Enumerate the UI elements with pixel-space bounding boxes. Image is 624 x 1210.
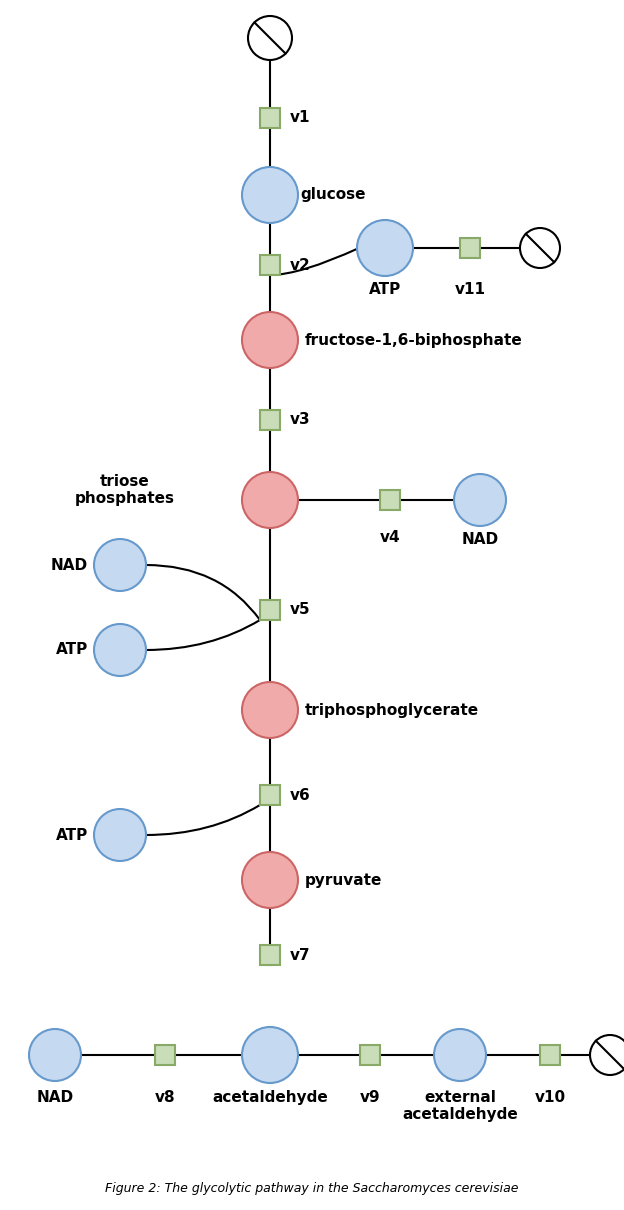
Text: v7: v7 — [290, 947, 311, 962]
Text: v5: v5 — [290, 603, 311, 617]
Text: v10: v10 — [534, 1090, 565, 1105]
Circle shape — [357, 220, 413, 276]
Text: NAD: NAD — [36, 1090, 74, 1105]
Text: v9: v9 — [359, 1090, 380, 1105]
Circle shape — [94, 809, 146, 862]
Text: v3: v3 — [290, 413, 311, 427]
Circle shape — [520, 227, 560, 267]
Text: ATP: ATP — [369, 282, 401, 296]
Circle shape — [242, 1027, 298, 1083]
Circle shape — [248, 16, 292, 60]
Bar — [540, 1045, 560, 1065]
Circle shape — [242, 167, 298, 223]
Text: v4: v4 — [379, 530, 401, 544]
Text: acetaldehyde: acetaldehyde — [212, 1090, 328, 1105]
Text: fructose-1,6-biphosphate: fructose-1,6-biphosphate — [305, 333, 523, 347]
Text: external
acetaldehyde: external acetaldehyde — [402, 1090, 518, 1123]
Text: ATP: ATP — [56, 828, 88, 842]
Bar — [260, 108, 280, 128]
Text: v8: v8 — [155, 1090, 175, 1105]
Text: Figure 2: The glycolytic pathway in the Saccharomyces cerevisiae: Figure 2: The glycolytic pathway in the … — [105, 1182, 519, 1195]
Circle shape — [454, 474, 506, 526]
Circle shape — [434, 1028, 486, 1081]
Bar — [260, 945, 280, 966]
Text: NAD: NAD — [461, 532, 499, 547]
Circle shape — [242, 852, 298, 908]
Bar — [380, 490, 400, 509]
Bar — [260, 600, 280, 620]
Text: v1: v1 — [290, 110, 311, 126]
Circle shape — [94, 538, 146, 590]
Bar — [155, 1045, 175, 1065]
Circle shape — [242, 682, 298, 738]
Text: triose
phosphates: triose phosphates — [75, 474, 175, 506]
Circle shape — [242, 312, 298, 368]
Text: glucose: glucose — [300, 188, 366, 202]
Text: triphosphoglycerate: triphosphoglycerate — [305, 703, 479, 718]
Bar — [360, 1045, 380, 1065]
Bar — [460, 238, 480, 258]
Text: ATP: ATP — [56, 643, 88, 657]
Text: NAD: NAD — [51, 558, 88, 572]
Bar — [260, 255, 280, 275]
Text: v11: v11 — [454, 282, 485, 296]
Circle shape — [242, 472, 298, 528]
Bar — [260, 410, 280, 430]
Text: pyruvate: pyruvate — [305, 872, 383, 887]
Circle shape — [94, 624, 146, 676]
Text: v2: v2 — [290, 258, 311, 272]
Bar — [260, 785, 280, 805]
Text: v6: v6 — [290, 788, 311, 802]
Circle shape — [590, 1035, 624, 1074]
Circle shape — [29, 1028, 81, 1081]
